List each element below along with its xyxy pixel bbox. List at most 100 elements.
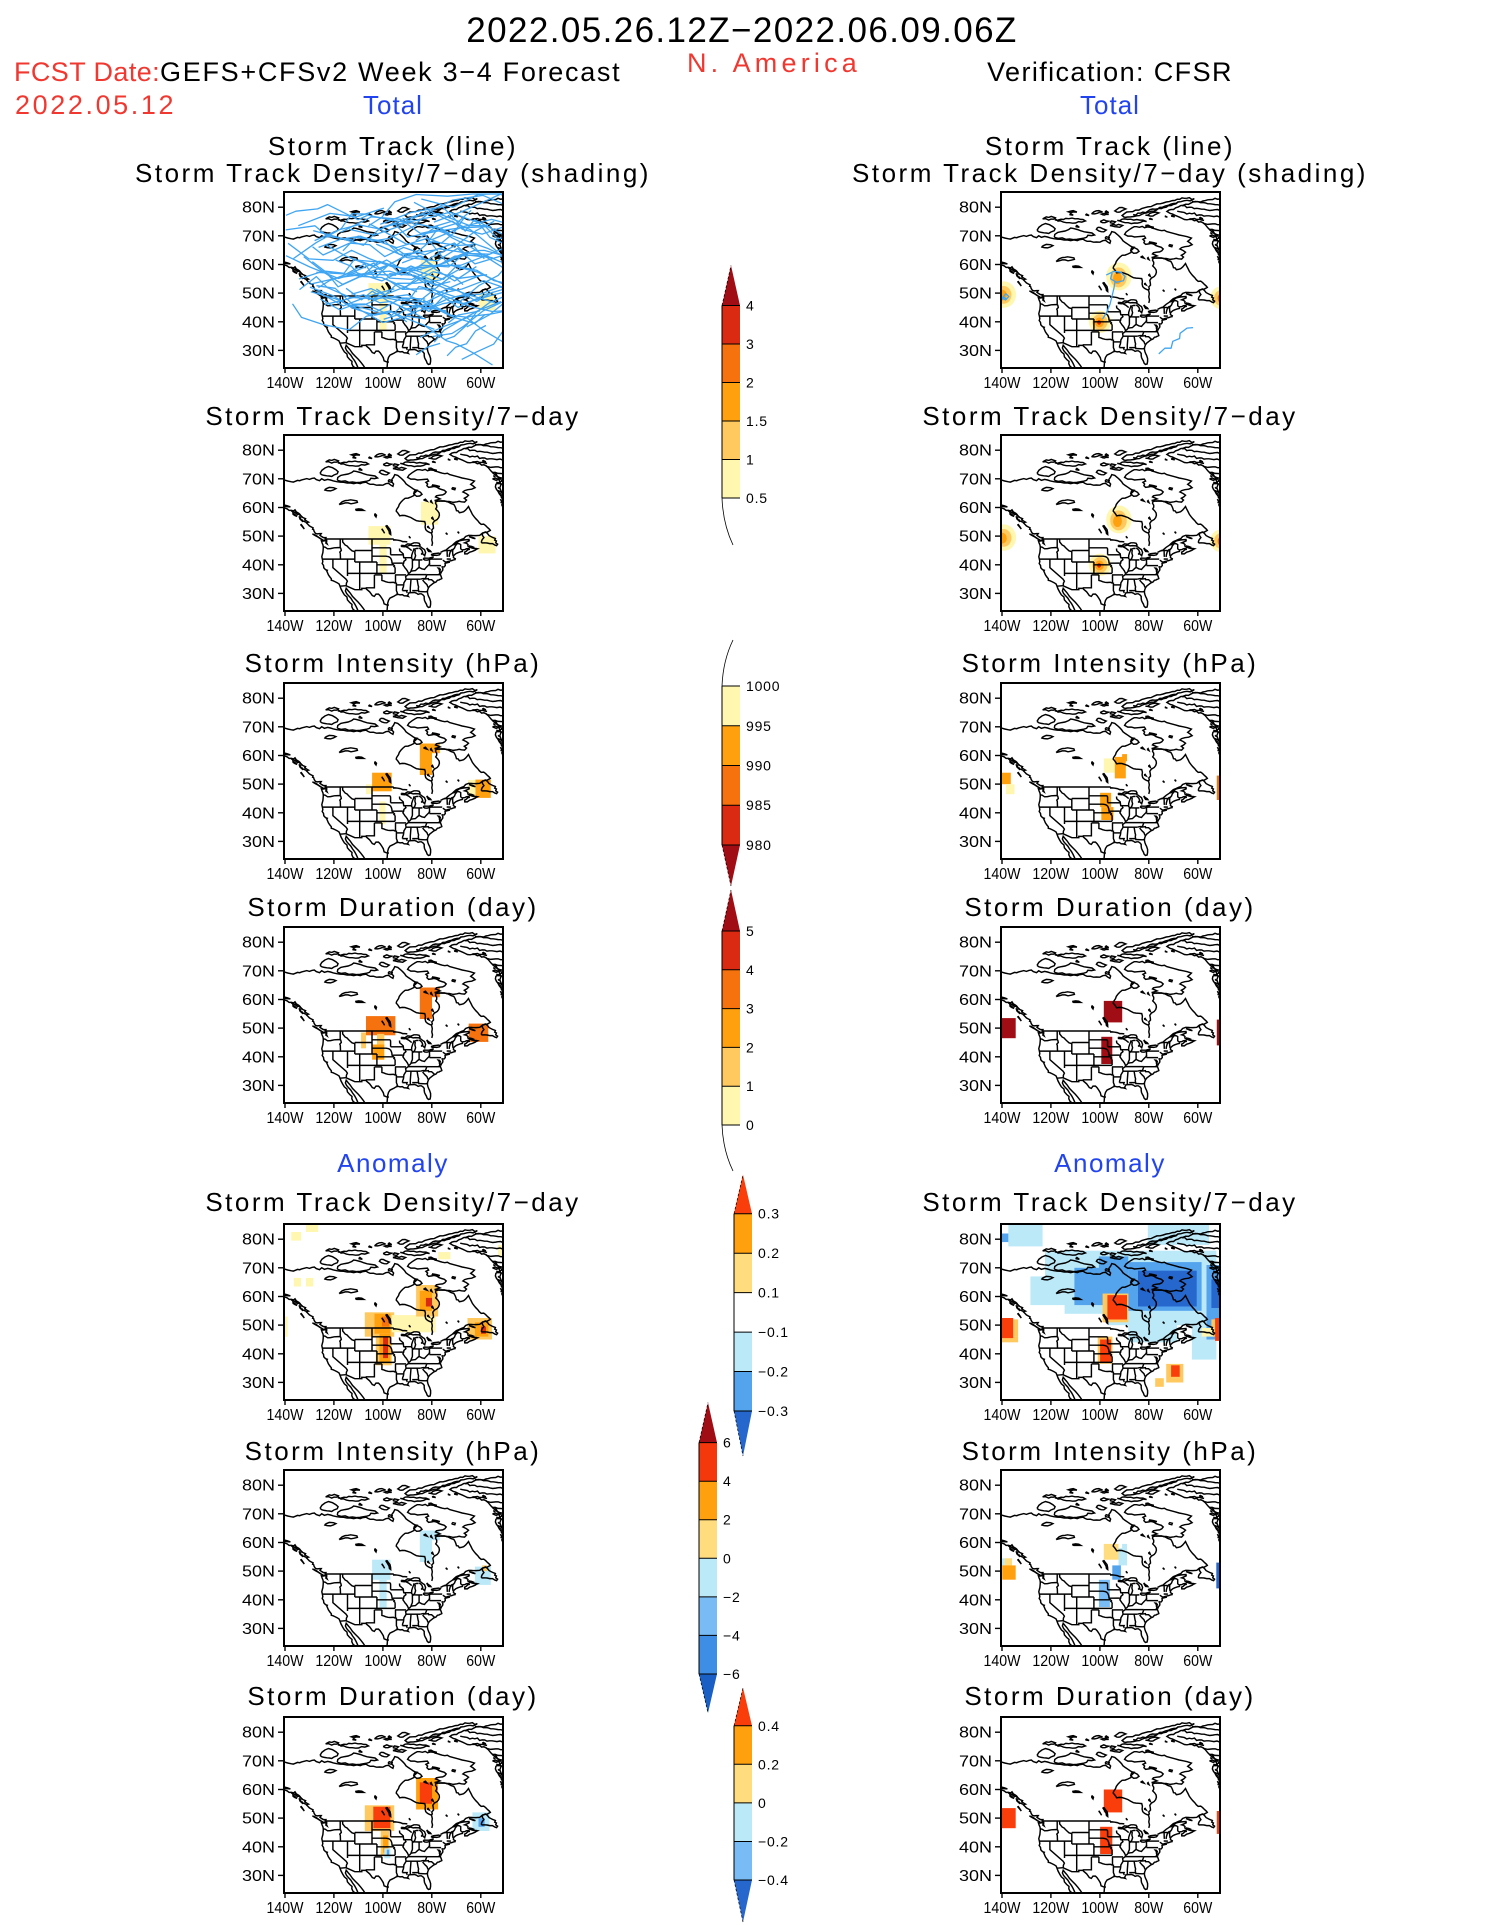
svg-text:70N: 70N (242, 1753, 275, 1770)
svg-text:−6: −6 (723, 1666, 741, 1682)
svg-text:80W: 80W (1134, 1407, 1164, 1424)
svg-text:100W: 100W (1081, 1110, 1119, 1127)
svg-text:60N: 60N (242, 1535, 275, 1552)
svg-text:30N: 30N (242, 586, 275, 603)
svg-text:100W: 100W (364, 375, 402, 392)
svg-text:−2: −2 (723, 1589, 741, 1605)
svg-text:50N: 50N (242, 286, 275, 303)
svg-text:60N: 60N (959, 1782, 992, 1799)
svg-text:60W: 60W (1183, 1900, 1213, 1917)
svg-text:60W: 60W (466, 1653, 496, 1670)
svg-text:140W: 140W (267, 375, 305, 392)
svg-text:1: 1 (746, 452, 755, 468)
svg-text:70N: 70N (959, 471, 992, 488)
svg-text:30N: 30N (242, 343, 275, 360)
svg-text:70N: 70N (242, 1506, 275, 1523)
svg-text:70N: 70N (959, 719, 992, 736)
svg-text:60W: 60W (466, 1110, 496, 1127)
svg-text:0.2: 0.2 (758, 1756, 780, 1772)
svg-text:60W: 60W (466, 375, 496, 392)
svg-text:0.4: 0.4 (758, 1718, 780, 1734)
svg-text:70N: 70N (959, 963, 992, 980)
svg-text:1000: 1000 (746, 678, 780, 694)
svg-text:50N: 50N (242, 1318, 275, 1335)
svg-text:140W: 140W (267, 1110, 305, 1127)
svg-text:0.3: 0.3 (758, 1206, 780, 1222)
svg-text:80W: 80W (417, 375, 447, 392)
svg-text:100W: 100W (1081, 1407, 1119, 1424)
svg-text:2: 2 (746, 1039, 755, 1055)
svg-text:2: 2 (723, 1512, 732, 1528)
svg-text:60W: 60W (1183, 866, 1213, 883)
svg-text:140W: 140W (267, 1653, 305, 1670)
svg-text:100W: 100W (364, 1900, 402, 1917)
svg-text:120W: 120W (315, 375, 353, 392)
svg-text:995: 995 (746, 718, 772, 734)
svg-text:50N: 50N (242, 1021, 275, 1038)
svg-text:70N: 70N (959, 1260, 992, 1277)
svg-text:50N: 50N (959, 1021, 992, 1038)
svg-text:70N: 70N (242, 1260, 275, 1277)
svg-text:80W: 80W (417, 866, 447, 883)
svg-text:120W: 120W (315, 1653, 353, 1670)
svg-text:80N: 80N (242, 1478, 275, 1495)
svg-text:100W: 100W (364, 1407, 402, 1424)
svg-text:80N: 80N (242, 443, 275, 460)
svg-text:120W: 120W (315, 1110, 353, 1127)
svg-text:80W: 80W (1134, 1653, 1164, 1670)
svg-text:120W: 120W (1032, 866, 1070, 883)
svg-text:4: 4 (746, 298, 755, 314)
svg-text:3: 3 (746, 336, 755, 352)
svg-text:80W: 80W (417, 1407, 447, 1424)
svg-text:30N: 30N (959, 1375, 992, 1392)
svg-text:50N: 50N (959, 529, 992, 546)
svg-text:80W: 80W (1134, 1900, 1164, 1917)
svg-text:80W: 80W (417, 1110, 447, 1127)
svg-text:60N: 60N (242, 992, 275, 1009)
svg-text:120W: 120W (1032, 618, 1070, 635)
svg-text:0: 0 (723, 1550, 732, 1566)
svg-text:140W: 140W (984, 866, 1022, 883)
svg-text:80W: 80W (1134, 1110, 1164, 1127)
svg-text:2: 2 (746, 375, 755, 391)
svg-text:−0.1: −0.1 (758, 1324, 789, 1340)
svg-text:100W: 100W (364, 618, 402, 635)
svg-text:−0.3: −0.3 (758, 1403, 789, 1419)
svg-text:50N: 50N (959, 777, 992, 794)
svg-text:40N: 40N (242, 805, 275, 822)
svg-text:80N: 80N (242, 200, 275, 217)
svg-text:120W: 120W (315, 866, 353, 883)
svg-text:985: 985 (746, 797, 772, 813)
svg-text:1.5: 1.5 (746, 413, 768, 429)
svg-text:60W: 60W (1183, 375, 1213, 392)
svg-text:80W: 80W (417, 1900, 447, 1917)
svg-text:60N: 60N (242, 500, 275, 517)
svg-text:120W: 120W (1032, 1653, 1070, 1670)
svg-text:120W: 120W (1032, 375, 1070, 392)
svg-text:100W: 100W (364, 866, 402, 883)
svg-text:1: 1 (746, 1078, 755, 1094)
svg-text:120W: 120W (315, 1900, 353, 1917)
svg-text:−4: −4 (723, 1627, 741, 1643)
svg-text:100W: 100W (364, 1653, 402, 1670)
svg-text:−0.2: −0.2 (758, 1834, 789, 1850)
svg-text:80W: 80W (417, 618, 447, 635)
svg-text:0.5: 0.5 (746, 490, 768, 506)
svg-text:50N: 50N (242, 1811, 275, 1828)
svg-text:30N: 30N (959, 834, 992, 851)
svg-text:30N: 30N (242, 834, 275, 851)
svg-text:140W: 140W (984, 1900, 1022, 1917)
svg-text:70N: 70N (242, 228, 275, 245)
svg-text:40N: 40N (959, 1346, 992, 1363)
svg-text:80N: 80N (242, 935, 275, 952)
svg-text:0.2: 0.2 (758, 1245, 780, 1261)
svg-text:60W: 60W (1183, 1110, 1213, 1127)
svg-text:100W: 100W (364, 1110, 402, 1127)
svg-text:60W: 60W (1183, 1653, 1213, 1670)
svg-text:30N: 30N (959, 1868, 992, 1885)
svg-text:80W: 80W (1134, 618, 1164, 635)
svg-text:60N: 60N (959, 748, 992, 765)
svg-text:140W: 140W (267, 618, 305, 635)
svg-text:60N: 60N (242, 1782, 275, 1799)
svg-text:40N: 40N (959, 557, 992, 574)
